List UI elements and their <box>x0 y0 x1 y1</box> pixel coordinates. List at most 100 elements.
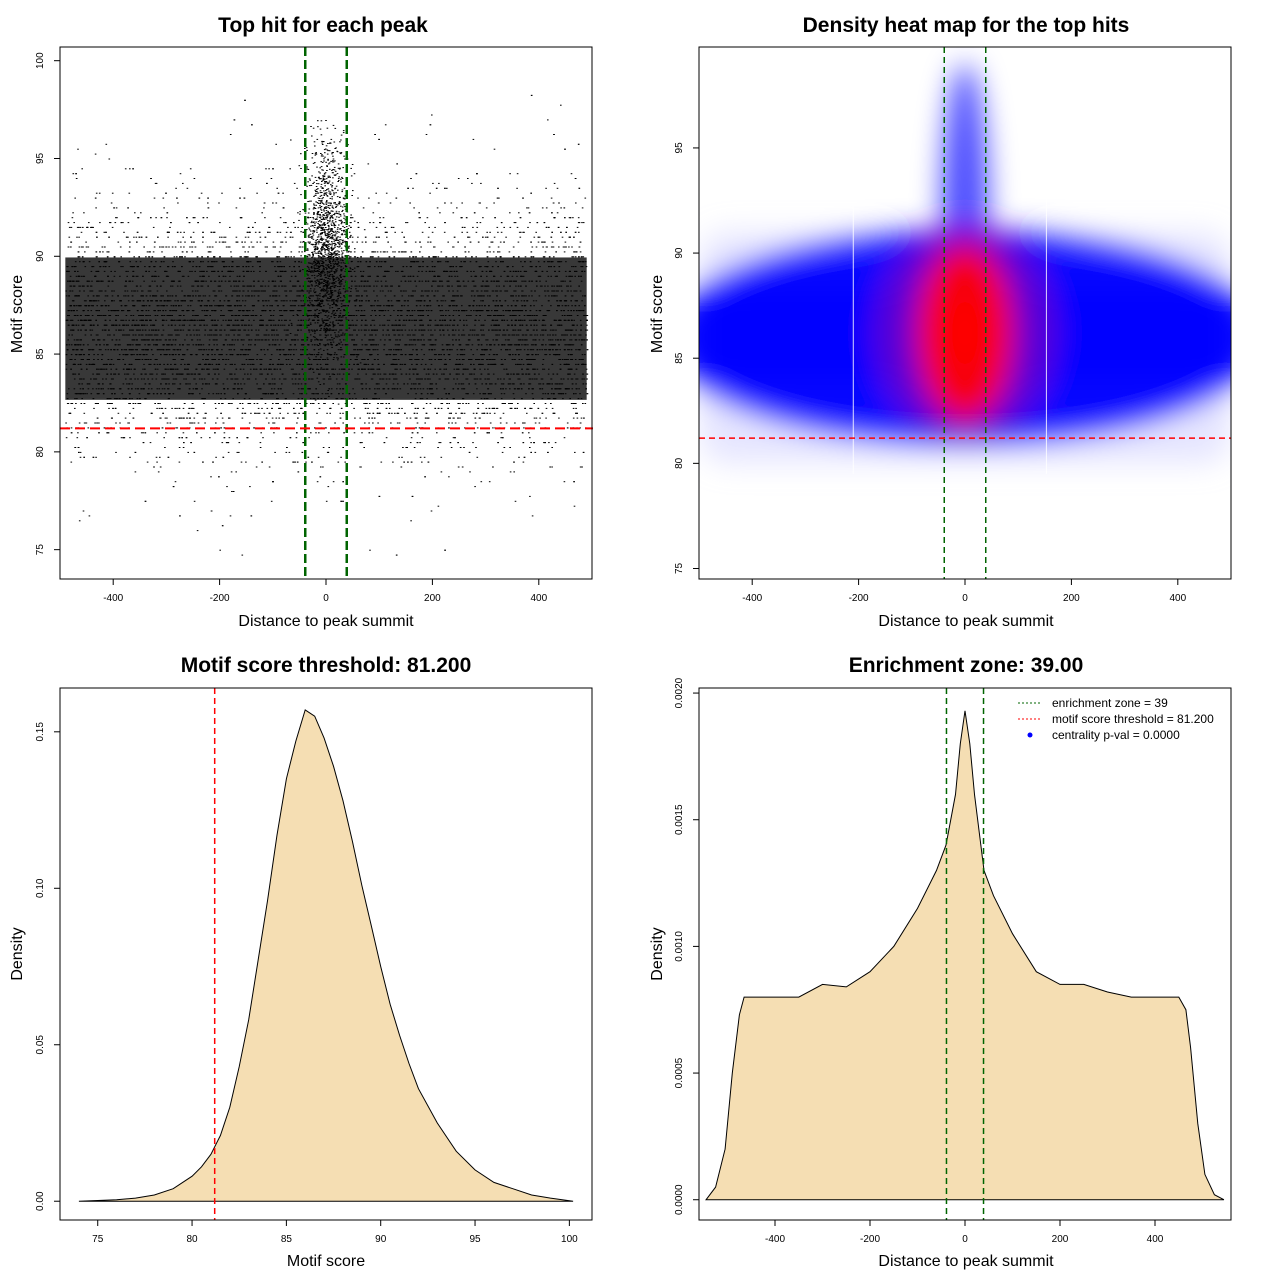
scatter-point <box>114 222 117 224</box>
scatter-point <box>259 236 262 238</box>
scatter-point <box>168 246 170 248</box>
scatter-point <box>499 422 502 424</box>
scatter-point <box>235 236 238 238</box>
scatter-point <box>546 246 548 248</box>
scatter-point <box>437 256 440 258</box>
scatter-point <box>434 407 437 409</box>
scatter-point <box>256 241 258 243</box>
scatter-point <box>419 217 421 219</box>
scatter-point <box>427 236 430 238</box>
scatter-point <box>489 412 491 414</box>
scatter-point <box>157 471 160 473</box>
scatter-point <box>517 241 520 243</box>
scatter-point <box>344 158 346 160</box>
scatter-point <box>174 407 176 409</box>
scatter-point <box>78 226 80 228</box>
scatter-point <box>285 241 287 243</box>
scatter-point <box>328 447 330 448</box>
scatter-point <box>115 451 117 453</box>
scatter-point <box>165 432 167 434</box>
scatter-point <box>322 466 324 468</box>
scatter-point <box>558 417 560 419</box>
scatter-point <box>383 251 385 253</box>
scatter-point <box>265 417 268 419</box>
scatter-point <box>266 407 269 409</box>
scatter-point <box>437 505 440 507</box>
scatter-point <box>129 412 131 414</box>
scatter-point <box>140 432 143 434</box>
scatter-point <box>123 231 125 233</box>
scatter-point <box>275 143 277 145</box>
scatter-point <box>354 417 356 419</box>
scatter-point <box>182 182 184 184</box>
scatter-point <box>353 407 355 409</box>
scatter-point <box>105 143 108 145</box>
scatter-point <box>210 476 212 478</box>
scatter-point <box>278 251 281 253</box>
scatter-point <box>161 246 163 248</box>
scatter-point <box>436 432 438 434</box>
scatter-point <box>85 241 87 243</box>
scatter-point <box>479 222 482 224</box>
scatter-point <box>68 412 70 414</box>
scatter-point <box>176 407 178 409</box>
scatter-point <box>189 168 192 170</box>
scatter-point <box>119 422 121 424</box>
scatter-point <box>206 246 209 248</box>
scatter-point <box>441 403 443 404</box>
scatter-point <box>184 256 186 258</box>
scatter-point <box>377 256 380 258</box>
scatter-point <box>77 148 79 150</box>
scatter-point <box>531 246 534 248</box>
scatter-point <box>341 178 344 179</box>
scatter-point <box>446 187 448 189</box>
scatter-point <box>299 246 302 248</box>
scatter-point <box>509 471 512 473</box>
scatter-point <box>563 251 566 253</box>
scatter-point <box>276 187 278 189</box>
scatter-point <box>338 256 340 258</box>
scatter-point <box>71 217 74 219</box>
scatter-point <box>240 256 242 258</box>
scatter-point <box>297 226 299 228</box>
scatter-point <box>155 182 158 184</box>
scatter-point <box>258 412 261 414</box>
scatter-point <box>472 138 475 140</box>
scatter-point <box>140 212 142 214</box>
scatter-point <box>574 256 577 258</box>
scatter-point <box>278 417 280 419</box>
scatter-point <box>209 437 211 439</box>
scatter-point <box>207 202 209 204</box>
scatter-point <box>492 251 495 253</box>
scatter-point <box>409 442 412 444</box>
scatter-point <box>529 437 531 439</box>
scatter-point <box>149 442 152 444</box>
scatter-point <box>522 461 525 463</box>
scatter-point <box>247 251 249 253</box>
scatter-point <box>76 236 78 238</box>
scatter-point <box>250 241 253 243</box>
scatter-point <box>269 231 271 233</box>
scatter-point <box>467 178 469 179</box>
scatter-point <box>180 256 182 258</box>
scatter-point <box>438 442 440 444</box>
scatter-point <box>431 114 433 116</box>
scatter-point <box>566 422 569 424</box>
scatter-point <box>440 471 443 473</box>
scatter-point <box>160 417 162 419</box>
scatter-point <box>191 251 193 253</box>
scatter-point <box>127 222 130 224</box>
scatter-point <box>279 217 282 219</box>
scatter-point <box>575 202 577 204</box>
scatter-point <box>359 417 361 419</box>
scatter-point <box>175 187 177 189</box>
scatter-point <box>485 207 488 209</box>
scatter-point <box>254 231 257 233</box>
scatter-point <box>351 217 354 219</box>
scatter-point <box>527 207 530 209</box>
scatter-point <box>351 236 354 238</box>
scatter-point <box>582 222 585 224</box>
scatter-point <box>545 207 548 209</box>
scatter-point <box>523 427 525 429</box>
scatter-point <box>228 437 231 439</box>
